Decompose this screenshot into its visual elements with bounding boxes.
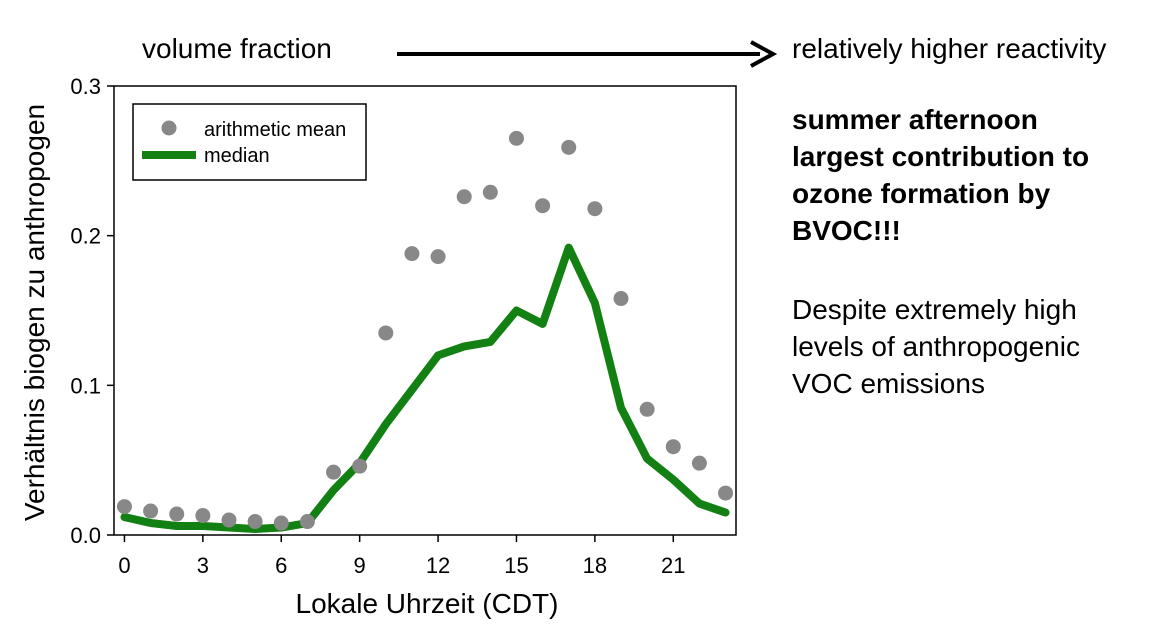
ratio-chart: 0.0 0.1 0.2 0.3 0 3 6 9 12 15 18 21 Lokale Uhrzeit (… [19,74,737,619]
mean-point [430,249,446,265]
legend-mean-marker [161,120,177,136]
mean-point [326,464,342,480]
mean-point [169,506,185,522]
y-tick-label: 0.2 [70,224,101,249]
mean-point [691,455,707,471]
mean-point [299,514,315,530]
y-tick-label: 0.0 [70,523,101,548]
highlight-line-3: ozone formation by [792,178,1051,209]
highlight-line-2: largest contribution to [792,141,1090,172]
x-tick-label: 21 [661,553,685,578]
mean-point [718,485,734,501]
note-line-3: VOC emissions [792,368,985,399]
x-tick-label: 6 [275,553,287,578]
note-line-2: levels of anthropogenic [792,331,1080,362]
plot-frame [113,85,737,536]
mean-point [116,499,132,515]
mean-point [456,189,472,205]
legend-mean-label: arithmetic mean [204,119,346,141]
volume-fraction-label: volume fraction [142,33,332,64]
mean-point [221,512,237,528]
highlight-line-1: summer afternoon [792,104,1038,135]
note-text: Despite extremely high levels of anthrop… [792,291,1142,402]
note-line-1: Despite extremely high [792,294,1077,325]
mean-point [508,130,524,146]
legend-box [132,103,367,181]
x-tick-label: 9 [354,553,366,578]
mean-point [665,439,681,455]
mean-point [482,184,498,200]
mean-point [404,246,420,262]
y-tick-label: 0.1 [70,373,101,398]
x-tick-label: 15 [504,553,528,578]
mean-point [639,401,655,417]
mean-point [195,508,211,524]
y-tick-label: 0.3 [70,74,101,99]
y-axis-title: Verhältnis biogen zu anthropogen [19,104,50,521]
x-tick-label: 3 [197,553,209,578]
x-tick-label: 12 [426,553,450,578]
x-tick-label: 0 [118,553,130,578]
mean-point [535,198,551,214]
x-tick-label: 18 [583,553,607,578]
highlight-line-4: BVOC!!! [792,215,901,246]
median-line [120,243,730,534]
arrow-icon [397,40,778,68]
reactivity-label: relatively higher reactivity [792,33,1107,64]
mean-point [352,458,368,474]
mean-point [378,325,394,341]
mean-point [561,139,577,155]
mean-point [587,201,603,217]
x-axis-title: Lokale Uhrzeit (CDT) [296,588,559,619]
mean-point [247,514,263,530]
mean-point [613,291,629,307]
mean-point [273,515,289,531]
mean-point [143,503,159,519]
legend-median-label: median [204,145,270,167]
highlight-text: summer afternoon largest contribution to… [792,101,1142,249]
